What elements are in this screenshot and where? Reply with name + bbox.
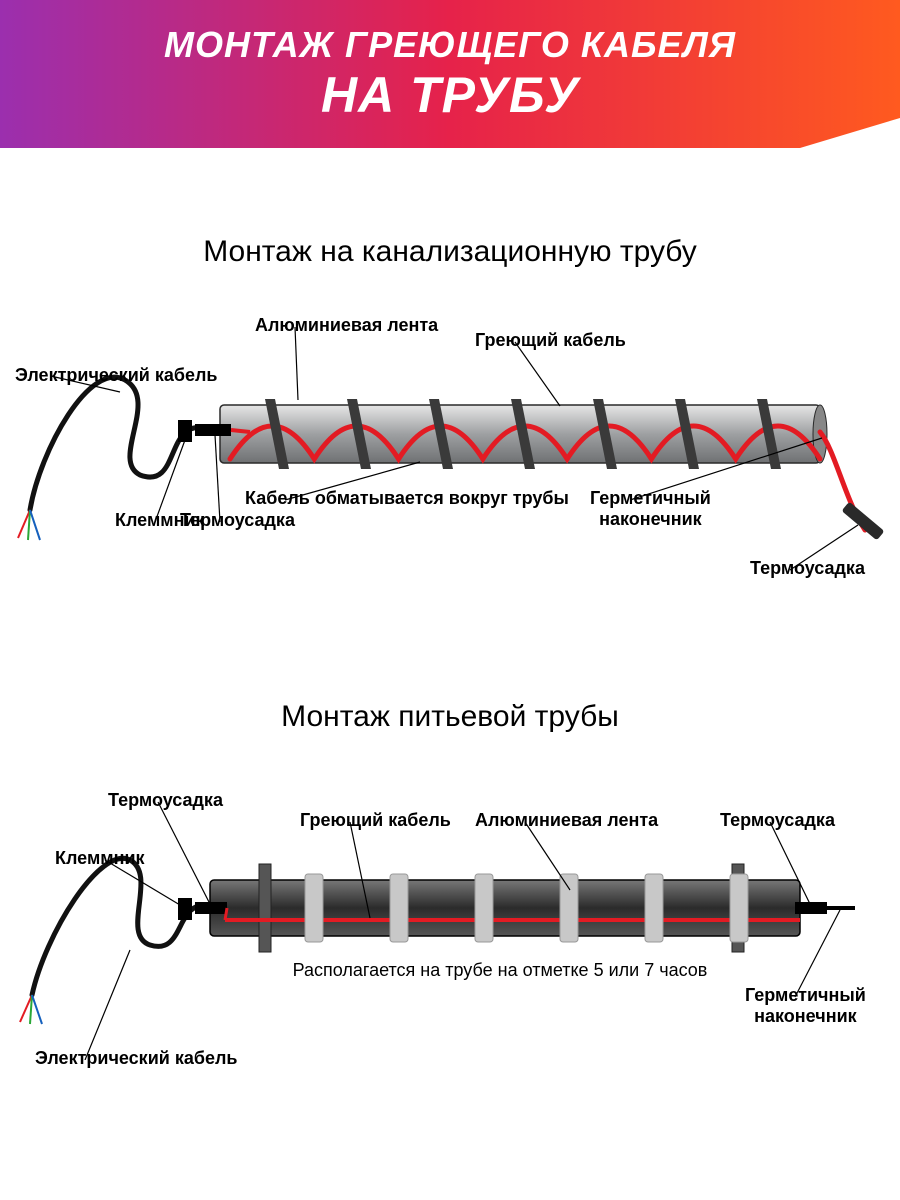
label-shrink-r: Термоусадка	[720, 810, 835, 831]
label-al-tape: Алюминиевая лента	[255, 315, 438, 336]
diagram-sewer-pipe	[0, 300, 900, 600]
section1-title: Монтаж на канализационную трубу	[0, 235, 900, 269]
label-al-tape2: Алюминиевая лента	[475, 810, 658, 831]
label-elec2: Электрический кабель	[35, 1048, 237, 1069]
pipe	[210, 864, 800, 952]
label-shrink-l: Термоусадка	[108, 790, 223, 811]
label-wrap: Кабель обматывается вокруг трубы	[245, 488, 569, 509]
label-seal: Герметичный наконечник	[590, 488, 711, 529]
header-line2: НА ТРУБУ	[321, 66, 579, 124]
placement-note: Располагается на трубе на отметке 5 или …	[250, 960, 750, 981]
label-heat-cable: Греющий кабель	[475, 330, 626, 351]
label-shrink2: Термоусадка	[750, 558, 865, 579]
label-term2: Клеммник	[55, 848, 145, 869]
section2-title: Монтаж питьевой трубы	[0, 700, 900, 734]
label-shrink1: Термоусадка	[180, 510, 295, 531]
label-seal2: Герметичный наконечник	[745, 985, 866, 1026]
header-line1: МОНТАЖ ГРЕЮЩЕГО КАБЕЛЯ	[164, 24, 736, 66]
header-banner: МОНТАЖ ГРЕЮЩЕГО КАБЕЛЯ НА ТРУБУ	[0, 0, 900, 148]
label-elec-cable: Электрический кабель	[15, 365, 217, 386]
label-heat-cable2: Греющий кабель	[300, 810, 451, 831]
